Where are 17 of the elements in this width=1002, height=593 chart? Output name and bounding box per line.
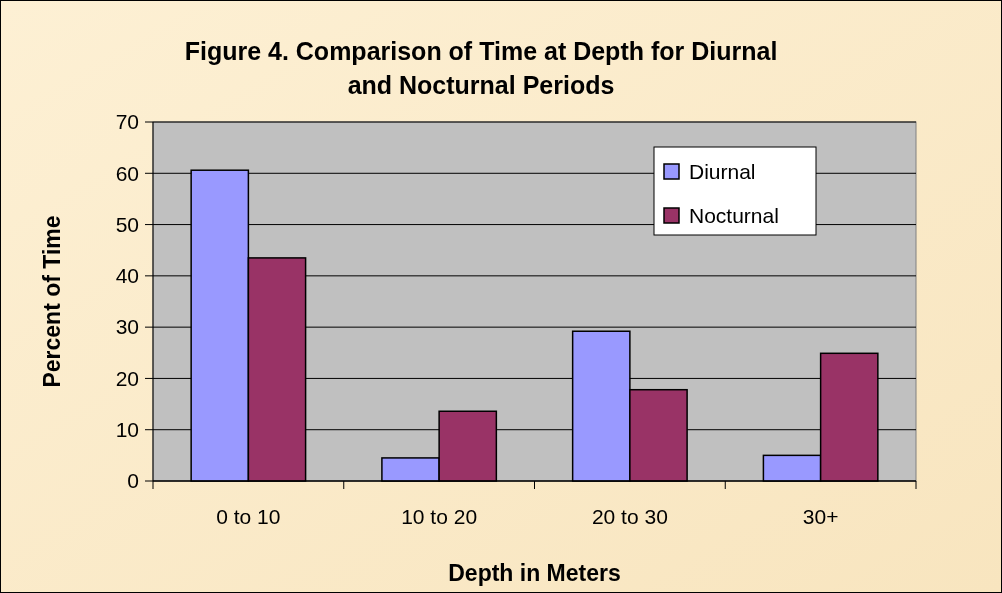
y-axis-title: Percent of Time (39, 215, 65, 388)
x-tick-label: 30+ (802, 505, 839, 528)
y-tick-label: 50 (115, 212, 139, 236)
y-tick-label: 40 (115, 264, 139, 288)
y-tick-label: 0 (127, 469, 139, 493)
chart-title: Figure 4. Comparison of Time at Depth for Diurnal and Nocturnal Periods (184, 37, 778, 99)
x-tick-label: 10 to 20 (401, 505, 478, 528)
legend-label: Nocturnal (689, 204, 779, 228)
x-tick-label: 20 to 30 (591, 505, 668, 528)
legend-label: Diurnal (689, 160, 756, 184)
y-tick-label: 30 (115, 315, 139, 339)
y-tick-label: 70 (115, 110, 139, 134)
y-tick-label: 20 (115, 366, 139, 390)
y-tick-label: 60 (115, 161, 139, 185)
y-tick-label: 10 (115, 418, 139, 442)
x-tick-label: 0 to 10 (216, 505, 281, 528)
x-axis-title: Depth in Meters (448, 560, 621, 586)
